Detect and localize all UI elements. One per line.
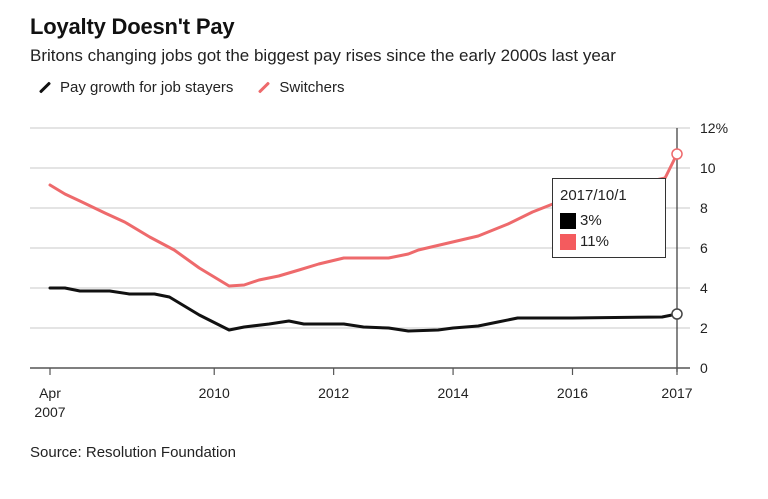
legend-label-switchers: Switchers xyxy=(279,79,345,96)
y-tick-label: 2 xyxy=(700,320,708,336)
x-tick-label: Apr xyxy=(39,385,61,401)
y-tick-label: 12% xyxy=(700,120,728,136)
tooltip-date: 2017/10/1 xyxy=(560,187,627,204)
x-tick-label: 2012 xyxy=(318,385,349,401)
hover-markers xyxy=(671,148,683,320)
hover-marker-switchers xyxy=(671,148,683,160)
x-tick-label: 2007 xyxy=(34,404,65,420)
x-axis: Apr 2007 2010 2012 2014 2016 2017 xyxy=(30,367,693,420)
x-tick-label: 2016 xyxy=(557,385,588,401)
tooltip-swatch-stayers xyxy=(560,212,576,229)
y-tick-label: 0 xyxy=(700,360,708,376)
x-tick-label: 2014 xyxy=(437,385,468,401)
source-note: Source: Resolution Foundation xyxy=(30,444,236,461)
y-tick-label: 6 xyxy=(700,240,708,256)
gridlines xyxy=(30,127,690,372)
tooltip-row-switchers: 11% xyxy=(560,233,665,250)
legend: Pay growth for job stayers Switchers xyxy=(38,79,368,96)
y-tick-label: 10 xyxy=(700,160,716,176)
legend-item-stayers[interactable]: Pay growth for job stayers xyxy=(38,79,233,96)
y-tick-label: 4 xyxy=(700,280,708,296)
chart-subtitle: Britons changing jobs got the biggest pa… xyxy=(30,46,616,65)
y-axis: 0 2 4 6 8 10 12% xyxy=(700,120,728,376)
chart-title: Loyalty Doesn't Pay xyxy=(30,14,235,39)
series-line-stayers xyxy=(48,286,679,333)
series-lines xyxy=(48,152,679,333)
legend-item-switchers[interactable]: Switchers xyxy=(257,79,344,96)
tooltip-value-stayers: 3% xyxy=(580,212,602,229)
tooltip-row-stayers: 3% xyxy=(560,212,665,229)
x-tick-label: 2010 xyxy=(199,385,230,401)
x-tick-label: 2017 xyxy=(661,385,692,401)
y-tick-label: 8 xyxy=(700,200,708,216)
tooltip: 2017/10/1 3% 11% xyxy=(552,178,666,258)
series-line-switchers xyxy=(48,152,679,288)
legend-label-stayers: Pay growth for job stayers xyxy=(60,79,234,96)
hover-marker-stayers xyxy=(671,308,683,320)
tooltip-swatch-switchers xyxy=(560,233,576,250)
tooltip-value-switchers: 11% xyxy=(580,233,609,250)
